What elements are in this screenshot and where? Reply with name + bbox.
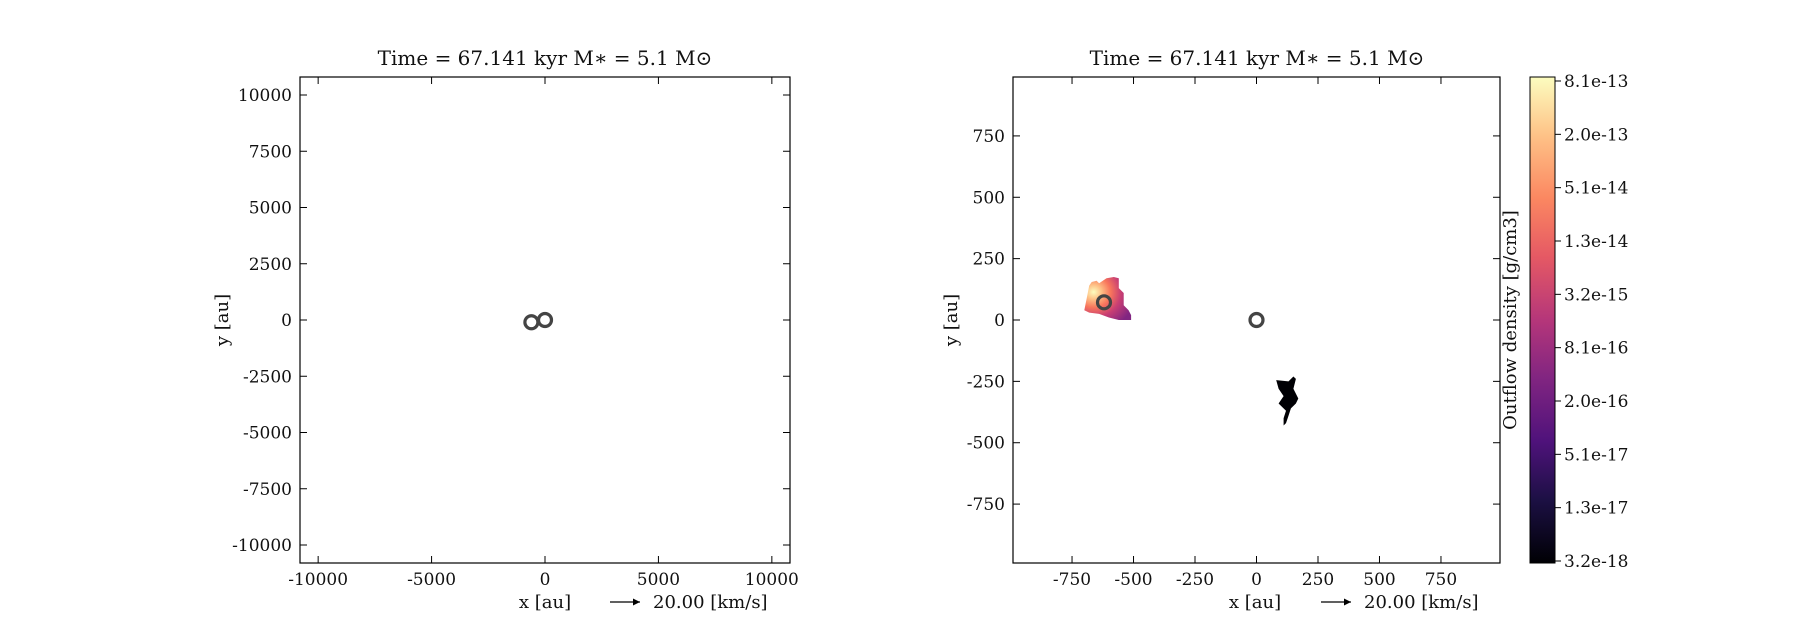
right-y-tick-label: -500 <box>967 434 1005 454</box>
right-title: Time = 67.141 kyr M∗ = 5.1 M⊙ <box>1090 46 1425 70</box>
left-vector-key-label: 20.00 [km/s] <box>653 592 768 613</box>
colorbar-tick-label: 5.1e-14 <box>1564 179 1628 199</box>
left-y-tick-label: 10000 <box>238 86 292 106</box>
right-y-tick-label: 0 <box>994 311 1005 331</box>
colorbar-tick-label: 8.1e-16 <box>1564 339 1628 359</box>
left-sink-marker <box>536 311 554 329</box>
right-vector-key: 20.00 [km/s] <box>1321 592 1479 613</box>
left-vector-key-arrowhead <box>633 598 640 606</box>
left-y-tick-label: 0 <box>281 311 292 331</box>
left-x-tick-label: 5000 <box>637 570 680 590</box>
right-y-tick-label: 500 <box>973 188 1005 208</box>
left-y-tick-label: 2500 <box>249 255 292 275</box>
left-y-tick-label: -10000 <box>232 536 292 556</box>
left-plot-marks <box>523 311 554 331</box>
left-y-tick-label: -5000 <box>243 424 292 444</box>
right-x-tick-label: -750 <box>1053 570 1091 590</box>
left-y-tick-label: 7500 <box>249 142 292 162</box>
left-x-tick-label: 10000 <box>745 570 799 590</box>
colorbar-tick-label: 3.2e-18 <box>1564 552 1628 572</box>
right-plot-frame <box>1012 76 1501 564</box>
left-y-tick-label: 5000 <box>249 199 292 219</box>
right-y-axis-label: y [au] <box>941 294 962 347</box>
colorbar-tick-label: 8.1e-13 <box>1564 72 1628 92</box>
panel-right: Time = 67.141 kyr M∗ = 5.1 M⊙ -750 -500 -2… <box>941 46 1501 613</box>
colorbar-gradient <box>1529 76 1556 564</box>
right-plot-marks <box>1084 277 1299 426</box>
left-plot-frame <box>299 76 791 564</box>
right-y-tick-label: -750 <box>967 495 1005 515</box>
right-y-tick-label: -250 <box>967 372 1005 392</box>
left-axis-ticks: -10000 -5000 0 5000 10000 10000 7500 5000 2500 0 -… <box>232 77 799 590</box>
right-x-tick-label: 500 <box>1363 570 1395 590</box>
colorbar-label: Outflow density [g/cm3] <box>1500 210 1521 430</box>
colorbar-tick-label: 2.0e-16 <box>1564 392 1628 412</box>
left-x-tick-label: -5000 <box>407 570 456 590</box>
left-y-axis-label: y [au] <box>212 294 233 347</box>
colorbar-ticks: 8.1e-13 2.0e-13 5.1e-14 1.3e-14 3.2e-15 8.1e-… <box>1555 72 1628 572</box>
right-x-tick-label: -500 <box>1114 570 1152 590</box>
left-y-tick-label: -7500 <box>243 480 292 500</box>
left-x-axis-label: x [au] <box>519 592 571 613</box>
right-x-tick-label: 0 <box>1251 570 1262 590</box>
right-outflow-right-region <box>1276 376 1299 426</box>
left-vector-key: 20.00 [km/s] <box>610 592 768 613</box>
left-x-tick-label: -10000 <box>288 570 348 590</box>
left-x-tick-label: 0 <box>540 570 551 590</box>
colorbar-tick-label: 2.0e-13 <box>1564 125 1628 145</box>
right-sink-marker <box>1095 294 1113 311</box>
colorbar: 8.1e-13 2.0e-13 5.1e-14 1.3e-14 3.2e-15 8.1e-… <box>1500 72 1628 572</box>
right-y-tick-label: 250 <box>973 250 1005 270</box>
left-title: Time = 67.141 kyr M∗ = 5.1 M⊙ <box>378 46 713 70</box>
right-axis-ticks: -750 -500 -250 0 250 500 750 750 500 250 0 -250 -500… <box>967 77 1500 590</box>
right-vector-key-label: 20.00 [km/s] <box>1364 592 1479 613</box>
colorbar-tick-label: 3.2e-15 <box>1564 285 1628 305</box>
colorbar-tick-label: 5.1e-17 <box>1564 445 1628 465</box>
right-x-axis-label: x [au] <box>1229 592 1281 613</box>
left-y-tick-label: -2500 <box>243 367 292 387</box>
right-y-tick-label: 750 <box>973 127 1005 147</box>
right-sink-marker <box>1248 311 1265 329</box>
right-x-tick-label: 750 <box>1425 570 1457 590</box>
left-sink-marker <box>523 314 540 331</box>
right-x-tick-label: 250 <box>1302 570 1334 590</box>
right-vector-key-arrowhead <box>1344 598 1351 606</box>
panel-left: Time = 67.141 kyr M∗ = 5.1 M⊙ -10000 -500… <box>212 46 799 613</box>
colorbar-tick-label: 1.3e-17 <box>1564 499 1628 519</box>
colorbar-tick-label: 1.3e-14 <box>1564 232 1628 252</box>
right-x-tick-label: -250 <box>1176 570 1214 590</box>
